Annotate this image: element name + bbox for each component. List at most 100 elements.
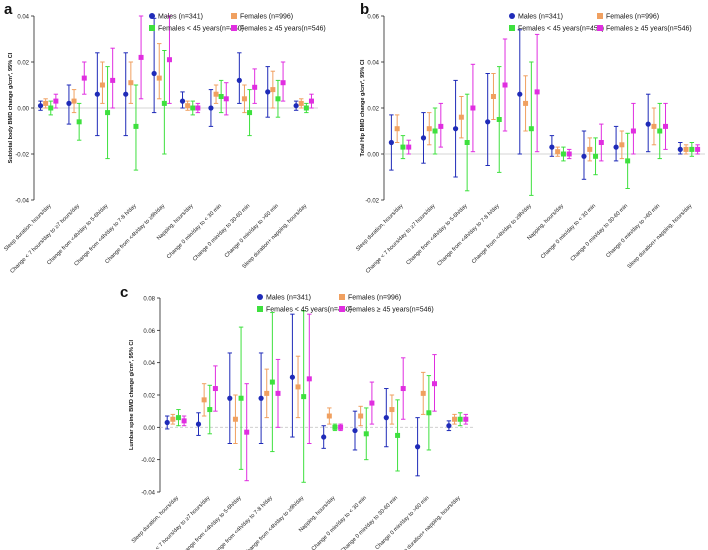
legend-marker-females_ge45 xyxy=(339,306,345,312)
data-point-females_lt45 xyxy=(464,140,470,145)
data-point-females_ge45 xyxy=(438,123,444,129)
data-point-females_lt45 xyxy=(689,146,695,152)
y-tick-label: -0.04 xyxy=(15,199,29,205)
data-point-females xyxy=(452,416,458,422)
data-point-females_lt45 xyxy=(238,395,244,401)
data-point-females xyxy=(99,82,105,88)
y-tick-label: 0.00 xyxy=(143,426,155,432)
panel-letter: c xyxy=(120,284,128,301)
data-point-males xyxy=(446,423,452,429)
x-category-label: Change from <4h/day to ≥9h/day xyxy=(243,495,305,550)
legend-label-females_ge45: Females ≥ 45 years(n=546) xyxy=(348,307,434,314)
data-point-females_lt45 xyxy=(48,105,54,111)
data-point-males xyxy=(236,77,242,83)
data-point-females xyxy=(298,100,304,106)
data-point-males xyxy=(258,395,264,401)
data-point-females_ge45 xyxy=(306,376,312,382)
data-point-females_lt45 xyxy=(625,158,631,164)
data-point-females_lt45 xyxy=(400,144,406,150)
data-point-females_lt45 xyxy=(175,415,181,421)
data-point-females_lt45 xyxy=(218,94,224,99)
data-point-females_ge45 xyxy=(110,77,116,83)
data-point-females_ge45 xyxy=(598,140,604,145)
data-point-males xyxy=(227,395,233,401)
data-point-females xyxy=(241,96,247,102)
x-category-label: Change from <4h/day to 7-8 h/day xyxy=(73,203,138,268)
data-point-females xyxy=(426,126,432,132)
x-category-label: Change from <4h/day to 5-6h/day xyxy=(405,203,468,266)
data-point-females xyxy=(185,103,191,109)
data-point-females_ge45 xyxy=(212,386,218,392)
data-point-females_ge45 xyxy=(432,381,438,387)
data-point-females_lt45 xyxy=(161,100,167,106)
y-axis-label: Lumbar spine BMD change g/cm², 95% CI xyxy=(128,340,135,450)
data-point-females_lt45 xyxy=(301,394,307,400)
data-point-males xyxy=(549,144,555,150)
x-category-label: Change 0 min/day to 30-60 min xyxy=(192,203,251,262)
data-point-females_lt45 xyxy=(303,105,309,111)
data-point-males xyxy=(352,427,358,434)
legend-label-females_lt45: Females < 45 years(n=450) xyxy=(266,307,352,314)
legend-marker-males xyxy=(509,13,515,19)
data-point-females xyxy=(213,91,219,97)
data-point-females_ge45 xyxy=(369,400,375,406)
data-point-females_ge45 xyxy=(181,418,187,424)
x-category-label: Change 0 min/day to < 30 min xyxy=(540,203,597,260)
x-category-label: Sleep duration+ napping, hours/day xyxy=(241,203,308,270)
legend-label-males: Males (n=341) xyxy=(158,14,203,21)
data-point-females_ge45 xyxy=(166,57,172,63)
legend-label-females_ge45: Females ≥ 45 years(n=546) xyxy=(606,26,692,33)
data-point-males xyxy=(388,139,394,146)
data-point-females_lt45 xyxy=(247,110,253,116)
panel-c: c -0.04 -0.02 0.00 0.02 0.04 0.06 0.08 Lumbar sp… xyxy=(120,284,473,550)
data-point-females_lt45 xyxy=(269,379,275,385)
data-point-females xyxy=(619,142,625,148)
data-point-females_lt45 xyxy=(275,96,281,102)
data-point-females_lt45 xyxy=(76,119,82,125)
data-point-males xyxy=(265,89,271,95)
x-category-label: Change from <4h/day to 5-6h/day xyxy=(46,203,109,266)
x-category-label: Change from <4h/day to 7-8 h/day xyxy=(436,203,501,268)
data-point-females xyxy=(71,98,77,104)
data-point-females_lt45 xyxy=(657,128,663,134)
x-category-label: Sleep duration+ napping, hours/day xyxy=(627,203,694,270)
data-point-males xyxy=(383,415,389,421)
panel-a: a -0.04 -0.02 0.00 0.02 0.04 Subtotal body BMD… xyxy=(3,1,325,275)
data-point-females xyxy=(420,390,426,396)
data-point-females_ge45 xyxy=(406,144,412,150)
data-point-males xyxy=(151,70,157,77)
y-tick-label: 0.00 xyxy=(367,153,379,159)
data-point-males xyxy=(613,144,619,150)
y-tick-label: 0.04 xyxy=(367,61,379,67)
data-point-females_ge45 xyxy=(81,75,87,81)
y-tick-label: -0.02 xyxy=(15,153,29,159)
y-axis-label: Subtotal body BMD change g/cm², 95% CI xyxy=(7,52,14,163)
data-point-males xyxy=(677,146,683,152)
data-point-males xyxy=(289,374,295,380)
x-category-label: Change 0 min/day to < 30 min xyxy=(166,203,223,260)
x-category-label: Change 0 min/day to >60 min xyxy=(605,203,661,259)
data-point-females_lt45 xyxy=(426,410,432,416)
y-tick-label: 0.00 xyxy=(17,107,29,113)
data-point-males xyxy=(581,153,587,159)
legend-label-males: Males (n=341) xyxy=(518,14,563,21)
data-point-females xyxy=(490,94,496,99)
data-point-females xyxy=(358,413,364,419)
legend-label-females: Females (n=996) xyxy=(606,14,659,21)
data-point-females xyxy=(523,100,529,106)
legend-label-females_ge45: Females ≥ 45 years(n=546) xyxy=(240,26,326,33)
data-point-females xyxy=(232,416,238,422)
data-point-females_lt45 xyxy=(528,126,534,132)
data-point-females_ge45 xyxy=(663,123,669,129)
data-point-females_lt45 xyxy=(363,431,369,437)
x-category-label: Sleep duration, hours/day xyxy=(3,203,52,252)
data-point-females xyxy=(156,75,162,81)
data-point-females_ge45 xyxy=(138,54,144,60)
legend-label-females: Females (n=996) xyxy=(348,295,401,302)
y-tick-label: 0.04 xyxy=(17,15,29,21)
data-point-females_ge45 xyxy=(470,105,476,111)
panel-letter: b xyxy=(360,1,369,18)
x-category-label: Change < 7 hours/day to ≥7 hours/day xyxy=(365,203,437,275)
data-point-females_lt45 xyxy=(207,407,213,413)
